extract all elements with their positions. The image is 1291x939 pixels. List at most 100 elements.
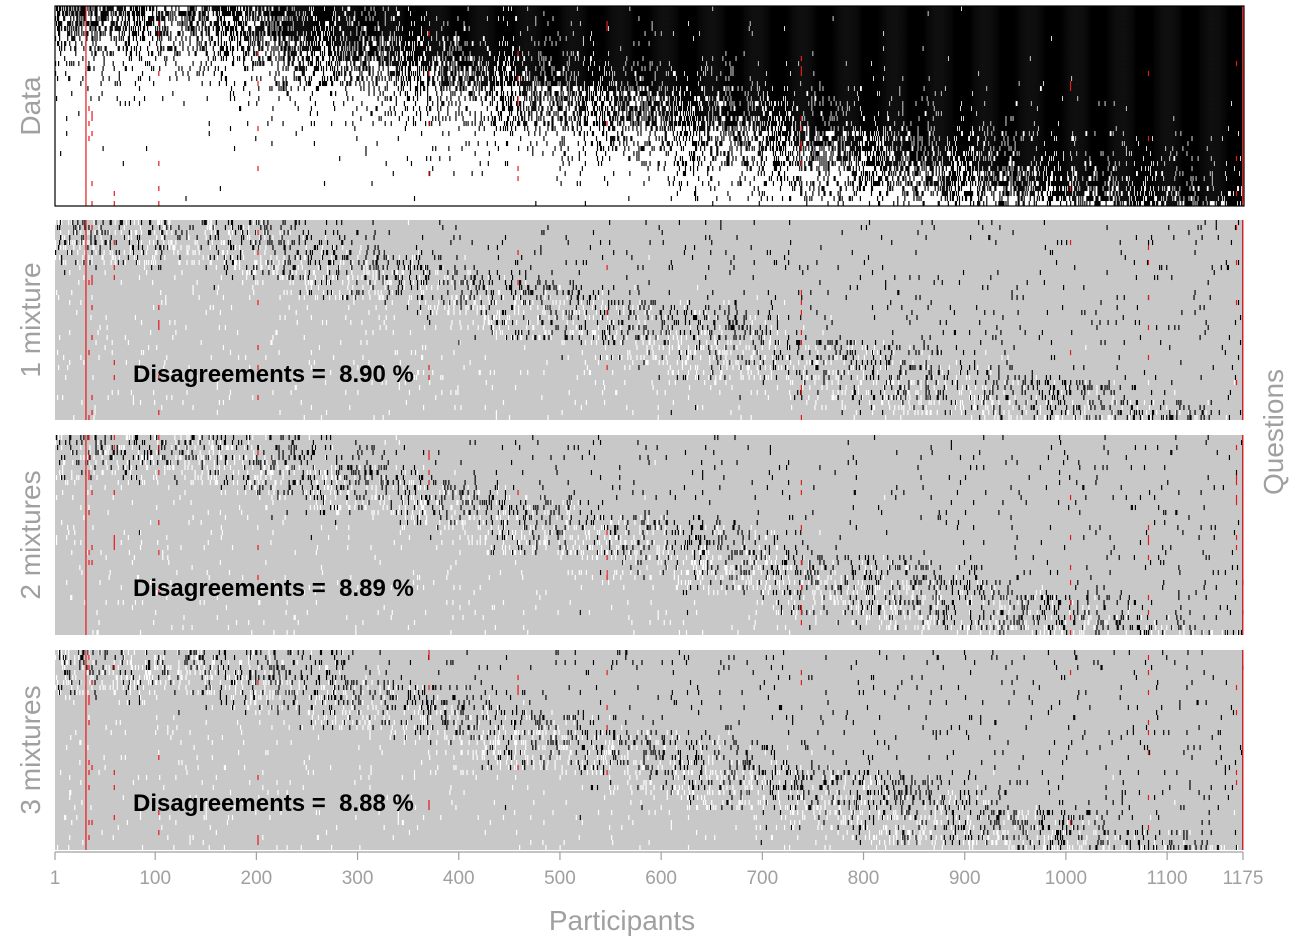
heatmap-cell — [522, 81, 524, 87]
heatmap-cell — [509, 41, 512, 47]
heatmap-cell — [236, 36, 239, 42]
heatmap-cell — [92, 6, 94, 12]
heatmap-cell — [483, 41, 485, 47]
heatmap-cell — [232, 91, 235, 97]
heatmap-cell — [371, 111, 373, 117]
heatmap-cell — [532, 6, 534, 12]
heatmap-cell — [359, 31, 361, 37]
heatmap-cell — [318, 41, 321, 47]
heatmap-cell — [189, 11, 191, 17]
heatmap-cell — [477, 11, 479, 17]
heatmap-cell — [162, 26, 164, 32]
heatmap-cell — [478, 21, 480, 27]
heatmap-cell — [352, 11, 354, 17]
heatmap-cell — [509, 16, 512, 22]
heatmap-cell — [529, 96, 531, 102]
heatmap-cell — [168, 36, 170, 42]
heatmap-cell — [506, 26, 509, 32]
heatmap-cell — [259, 26, 261, 32]
heatmap-cell — [565, 81, 567, 87]
heatmap-cell — [545, 71, 547, 77]
heatmap-cell — [546, 31, 548, 37]
heatmap-cell — [252, 31, 254, 37]
heatmap-cell — [470, 26, 472, 32]
heatmap-cell — [554, 16, 556, 22]
heatmap-cell — [174, 51, 176, 57]
heatmap-cell — [273, 26, 275, 32]
heatmap-cell — [143, 96, 146, 102]
heatmap-cell — [83, 16, 85, 22]
heatmap-cell — [349, 31, 351, 37]
heatmap-cell — [150, 21, 152, 27]
heatmap-cell — [153, 66, 155, 72]
heatmap-cell — [300, 6, 302, 12]
heatmap-cell — [201, 36, 203, 42]
heatmap-cell — [384, 31, 386, 37]
heatmap-cell — [524, 6, 526, 12]
heatmap-cell — [549, 66, 551, 72]
heatmap-cell — [470, 61, 472, 67]
heatmap-cell — [475, 16, 477, 22]
heatmap-cell — [368, 31, 370, 37]
heatmap-cell — [484, 81, 486, 87]
heatmap-cell — [232, 56, 235, 62]
heatmap-cell — [355, 21, 357, 27]
heatmap-cell — [498, 16, 501, 22]
heatmap-cell — [139, 21, 142, 27]
heatmap-cell — [515, 76, 517, 82]
heatmap-cell — [241, 46, 243, 52]
heatmap-cell — [485, 96, 487, 102]
heatmap-cell — [515, 36, 517, 42]
heatmap-cell — [540, 26, 542, 32]
heatmap-cell — [75, 41, 77, 47]
heatmap-cell — [366, 31, 368, 37]
heatmap-cell — [94, 51, 96, 57]
heatmap-cell — [535, 86, 537, 92]
heatmap-cell — [242, 26, 244, 32]
heatmap-cell — [313, 71, 315, 77]
heatmap-cell — [386, 86, 388, 92]
heatmap-cell — [419, 91, 422, 97]
heatmap-cell — [362, 26, 364, 32]
heatmap-cell — [240, 106, 242, 112]
heatmap-cell — [401, 31, 403, 37]
heatmap-cell — [545, 21, 547, 27]
heatmap-cell — [477, 36, 479, 42]
heatmap-cell — [530, 51, 532, 57]
heatmap-cell — [175, 71, 177, 77]
heatmap-cell — [534, 86, 536, 92]
heatmap-cell — [57, 76, 59, 82]
heatmap-cell — [447, 6, 449, 12]
heatmap-cell — [219, 46, 221, 52]
heatmap-cell — [393, 71, 395, 77]
heatmap-cell — [506, 56, 509, 62]
heatmap-cell — [252, 41, 254, 47]
heatmap-cell — [363, 81, 365, 87]
heatmap-cell — [371, 181, 373, 187]
heatmap-cell — [460, 61, 462, 67]
heatmap-cell — [474, 111, 476, 117]
heatmap-cell — [390, 36, 392, 42]
heatmap-cell — [101, 91, 103, 97]
heatmap-cell — [366, 21, 368, 27]
heatmap-cell — [256, 26, 258, 32]
heatmap-cell — [294, 26, 296, 32]
heatmap-cell — [477, 51, 479, 57]
heatmap-cell — [157, 31, 159, 37]
heatmap-cell — [548, 121, 550, 127]
heatmap-cell — [536, 36, 538, 42]
heatmap-cell — [100, 16, 102, 22]
heatmap-cell — [471, 11, 473, 17]
heatmap-cell — [455, 26, 457, 32]
heatmap-cell — [120, 21, 122, 27]
heatmap-cell — [424, 6, 426, 12]
heatmap-cell — [88, 61, 90, 67]
heatmap-cell — [381, 56, 383, 62]
heatmap-cell — [411, 56, 414, 62]
heatmap-cell — [565, 61, 567, 67]
heatmap-cell — [226, 51, 229, 57]
heatmap-cell — [377, 31, 379, 37]
heatmap-cell — [496, 21, 498, 27]
heatmap-cell — [562, 76, 564, 82]
heatmap-cell — [329, 16, 331, 22]
